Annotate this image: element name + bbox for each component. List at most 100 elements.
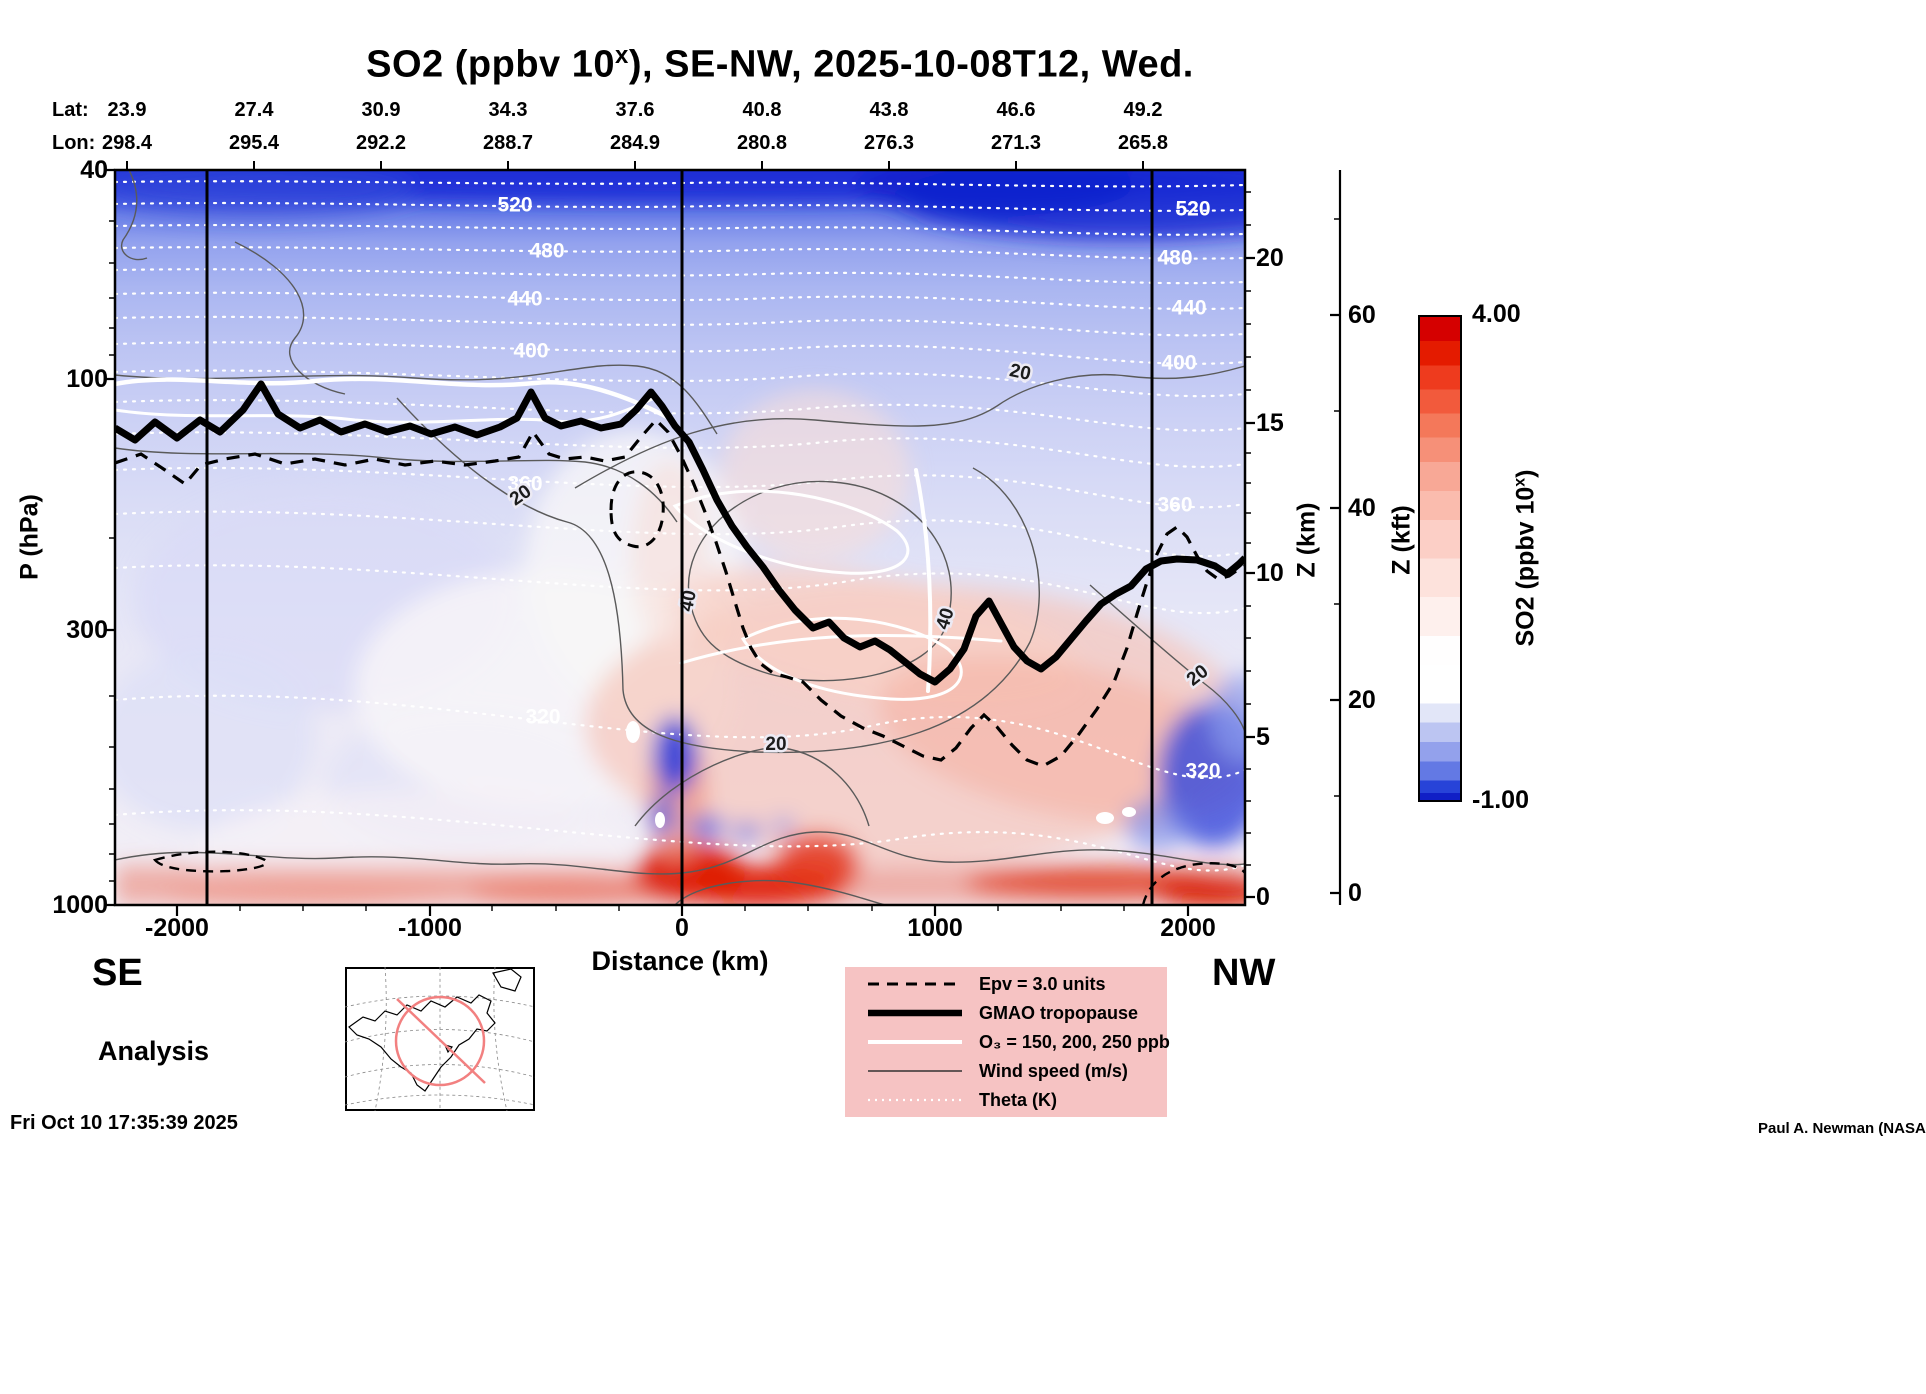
lat-tick-label: 49.2 — [1123, 99, 1163, 121]
legend-label: O₃ = 150, 200, 250 ppb — [979, 1031, 1170, 1052]
pressure-tick-label: 40 — [80, 156, 108, 184]
svg-text:360: 360 — [507, 473, 542, 496]
zkft-tick-label: 40 — [1348, 494, 1376, 522]
svg-text:400: 400 — [1161, 352, 1196, 375]
plot-border — [113, 168, 1247, 907]
zkm-major-ticks — [1245, 256, 1255, 899]
lon-tick-label: 295.4 — [228, 132, 280, 154]
zkft-axis — [1330, 170, 1342, 905]
distance-tick-label: 1000 — [907, 914, 963, 942]
theta-contour-labels: 520 520 480 480 440 440 400 400 360 360 … — [497, 194, 1220, 783]
epv-contours — [115, 417, 1245, 905]
distance-tick-label: 0 — [675, 914, 689, 942]
distance-tick-label: -2000 — [145, 914, 209, 942]
svg-text:520: 520 — [497, 194, 532, 217]
svg-text:480: 480 — [1157, 247, 1192, 270]
transect-locator-map — [345, 967, 535, 1111]
svg-text:320: 320 — [525, 706, 560, 729]
zkm-tick-label: 10 — [1256, 559, 1284, 587]
distance-tick-label: 2000 — [1160, 914, 1216, 942]
svg-text:440: 440 — [1171, 297, 1206, 320]
colorbar — [1418, 315, 1462, 802]
analysis-label: Analysis — [98, 1036, 210, 1066]
lat-tick-label: 37.6 — [615, 99, 655, 121]
colorbar-title-superscript: x — [1511, 477, 1529, 487]
lon-tick-label: 280.8 — [736, 132, 788, 154]
title-text-suffix: ), SE-NW, 2025-10-08T12, Wed. — [628, 43, 1194, 86]
gmao-tropopause-line — [115, 380, 1245, 686]
reference-vertical-lines — [205, 170, 1154, 905]
zkft-axis-title: Z (kft) — [1387, 505, 1416, 575]
zkm-minor-ticks — [1245, 191, 1251, 866]
lat-tick-label: 27.4 — [234, 99, 274, 121]
distance-axis-title: Distance (km) — [591, 946, 769, 976]
legend-item-epv: Epv = 3.0 units — [865, 974, 1167, 995]
colorbar-max-label: 4.00 — [1472, 300, 1521, 328]
zkft-major-ticks — [1330, 313, 1340, 895]
lon-tick-label: 292.2 — [355, 132, 407, 154]
legend-label: GMAO tropopause — [979, 1002, 1139, 1023]
zkm-axis-title: Z (km) — [1292, 502, 1321, 578]
zkm-tick-label: 15 — [1256, 409, 1284, 437]
theta-dotted-line-sample — [868, 1098, 962, 1102]
legend-item-tropopause: GMAO tropopause — [865, 1003, 1167, 1024]
svg-text:320: 320 — [1185, 760, 1220, 783]
svg-text:20: 20 — [1008, 360, 1033, 385]
white-specks — [626, 721, 1136, 828]
colorbar-min-label: -1.00 — [1472, 786, 1529, 814]
pressure-tick-label: 1000 — [52, 891, 108, 919]
distance-minor-ticks — [239, 905, 1125, 911]
svg-text:360: 360 — [1157, 494, 1192, 517]
credit: Paul A. Newman (NASA — [1758, 1120, 1926, 1137]
legend-label: Theta (K) — [979, 1089, 1057, 1110]
zkft-tick-label: 60 — [1348, 301, 1376, 329]
transect-line-marker — [396, 998, 486, 1084]
lat-tick-label: 43.8 — [869, 99, 909, 121]
svg-text:20: 20 — [765, 734, 786, 755]
svg-text:400: 400 — [513, 340, 548, 363]
title-text: SO2 (ppbv 10 — [366, 43, 615, 86]
legend-item-theta: Theta (K) — [865, 1090, 1167, 1111]
lon-tick-label: 288.7 — [482, 132, 534, 154]
svg-text:40: 40 — [676, 588, 701, 613]
zkm-tick-label: 0 — [1256, 883, 1270, 911]
lon-tick-label: 265.8 — [1117, 132, 1169, 154]
legend-item-o3: O₃ = 150, 200, 250 ppb — [865, 1031, 1170, 1053]
epv-dashed-line-sample — [868, 982, 962, 986]
page-title: SO2 (ppbv 10x), SE-NW, 2025-10-08T12, We… — [150, 42, 1410, 87]
endpoint-se-label: SE — [92, 952, 143, 994]
lat-axis-label: Lat: — [52, 99, 89, 121]
o3-white-line-sample — [868, 1040, 962, 1044]
lat-tick-label: 30.9 — [361, 99, 401, 121]
colorbar-axis-title: SO2 (ppbv 10x) — [1511, 470, 1540, 647]
title-superscript: x — [614, 42, 629, 69]
zkm-tick-label: 5 — [1256, 723, 1270, 751]
lon-tick-label: 284.9 — [609, 132, 661, 154]
legend-label: Wind speed (m/s) — [979, 1060, 1128, 1081]
lat-tick-label: 23.9 — [107, 99, 147, 121]
lon-tick-label: 298.4 — [101, 132, 153, 154]
pressure-minor-ticks — [109, 220, 115, 882]
legend: Epv = 3.0 units GMAO tropopause O₃ = 150… — [845, 967, 1170, 1117]
pressure-axis-title: P (hPa) — [15, 494, 44, 580]
tropopause-thick-line-sample — [868, 1009, 962, 1017]
svg-text:520: 520 — [1175, 198, 1210, 221]
pressure-major-ticks — [104, 168, 115, 907]
colorbar-title-text: SO2 (ppbv 10 — [1511, 486, 1540, 647]
lon-axis-label: Lon: — [52, 132, 96, 154]
legend-label: Epv = 3.0 units — [979, 973, 1106, 994]
timestamp: Fri Oct 10 17:35:39 2025 — [10, 1112, 238, 1134]
svg-text:480: 480 — [529, 240, 564, 263]
pressure-tick-label: 300 — [66, 616, 108, 644]
pressure-tick-label: 100 — [66, 365, 108, 393]
transect-circle-marker — [394, 995, 486, 1087]
zkft-tick-label: 0 — [1348, 879, 1362, 907]
lat-tick-label: 46.6 — [996, 99, 1036, 121]
zkft-minor-ticks — [1334, 218, 1340, 797]
distance-tick-label: -1000 — [398, 914, 462, 942]
so2-fill-anomalies — [115, 170, 1245, 905]
wind-thin-line-sample — [868, 1070, 962, 1072]
top-axis-ticks — [126, 161, 1144, 170]
lon-tick-label: 276.3 — [863, 132, 915, 154]
